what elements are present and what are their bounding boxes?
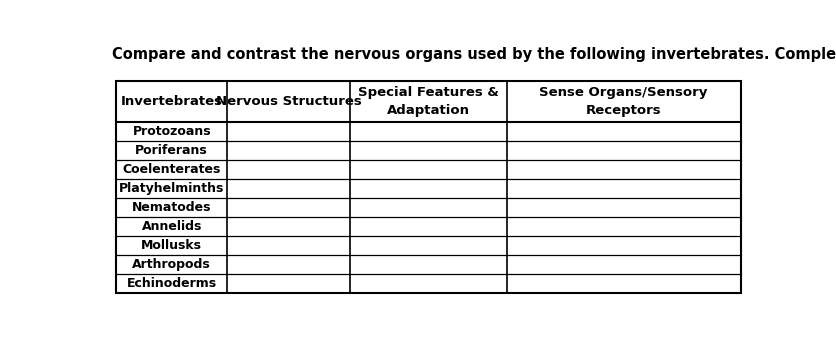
Text: Invertebrates: Invertebrates <box>120 95 222 108</box>
Text: Nematodes: Nematodes <box>132 201 212 214</box>
Text: Annelids: Annelids <box>141 220 202 233</box>
Text: Mollusks: Mollusks <box>141 239 202 252</box>
Text: Echinoderms: Echinoderms <box>127 277 217 290</box>
Text: Sense Organs/Sensory
Receptors: Sense Organs/Sensory Receptors <box>539 86 708 117</box>
Text: Arthropods: Arthropods <box>132 258 212 271</box>
Text: Platyhelminths: Platyhelminths <box>119 182 224 195</box>
Text: Poriferans: Poriferans <box>135 144 208 157</box>
Text: Protozoans: Protozoans <box>132 125 211 138</box>
Text: Coelenterates: Coelenterates <box>123 163 221 176</box>
Text: Compare and contrast the nervous organs used by the following invertebrates. Com: Compare and contrast the nervous organs … <box>112 47 836 62</box>
Text: Nervous Structures: Nervous Structures <box>216 95 362 108</box>
Text: Special Features &
Adaptation: Special Features & Adaptation <box>358 86 499 117</box>
Bar <box>116 81 741 294</box>
